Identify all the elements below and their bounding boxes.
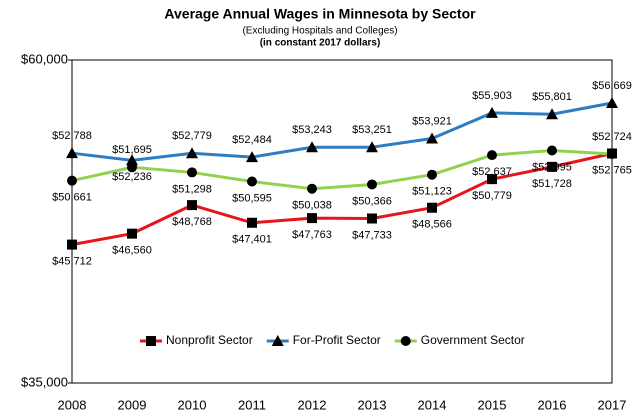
value-label: $52,765 <box>592 164 632 176</box>
value-label: $46,560 <box>112 245 152 257</box>
series-line <box>71 149 613 191</box>
value-label: $45,712 <box>52 256 92 268</box>
value-label: $51,695 <box>112 144 152 156</box>
x-tick-label: 2013 <box>358 397 387 412</box>
value-label: $47,401 <box>232 234 272 246</box>
marker <box>367 213 377 224</box>
value-label: $50,661 <box>52 192 92 204</box>
marker <box>247 217 257 228</box>
x-tick-label: 2009 <box>118 397 147 412</box>
x-tick-label: 2010 <box>178 397 207 412</box>
value-label: $51,728 <box>532 178 572 190</box>
marker <box>146 336 156 346</box>
chart-subtitle: (in constant 2017 dollars) <box>260 38 381 49</box>
chart-title: Average Annual Wages in Minnesota by Sec… <box>164 6 476 22</box>
x-tick-label: 2012 <box>298 397 327 412</box>
marker <box>606 97 618 109</box>
value-label: $52,637 <box>472 166 512 178</box>
value-label: $52,484 <box>232 134 272 146</box>
legend-label: Nonprofit Sector <box>166 333 253 347</box>
marker <box>546 108 558 120</box>
marker <box>607 149 617 160</box>
value-label: $50,779 <box>472 190 512 202</box>
value-label: $51,298 <box>172 183 212 195</box>
marker <box>307 213 317 224</box>
marker <box>367 179 377 190</box>
marker <box>306 141 318 153</box>
marker <box>366 141 378 153</box>
series-line <box>71 101 613 162</box>
marker <box>67 175 77 186</box>
x-tick-label: 2015 <box>478 397 507 412</box>
value-label: $52,995 <box>532 161 572 173</box>
legend-label: Government Sector <box>421 333 525 347</box>
value-label: $50,366 <box>352 195 392 207</box>
value-label: $53,243 <box>292 124 332 136</box>
value-label: $50,038 <box>292 200 332 212</box>
value-label: $53,251 <box>352 124 392 136</box>
value-label: $47,733 <box>352 229 392 241</box>
y-tick-label: $35,000 <box>21 374 68 389</box>
marker <box>186 147 198 159</box>
value-label: $53,921 <box>412 115 452 127</box>
marker <box>187 200 197 211</box>
marker <box>247 176 257 187</box>
series-line <box>71 152 613 247</box>
marker <box>127 162 137 173</box>
marker <box>486 106 498 118</box>
marker <box>547 161 557 172</box>
x-tick-label: 2017 <box>598 397 627 412</box>
marker <box>426 132 438 144</box>
marker <box>487 174 497 185</box>
value-label: $52,788 <box>52 130 92 142</box>
value-label: $56,669 <box>592 80 632 92</box>
marker <box>126 154 138 166</box>
marker <box>547 145 557 156</box>
marker <box>427 202 437 213</box>
value-label: $55,801 <box>532 91 572 103</box>
value-label: $52,779 <box>172 130 212 142</box>
value-label: $48,566 <box>412 219 452 231</box>
value-label: $52,236 <box>112 171 152 183</box>
marker <box>307 183 317 194</box>
marker <box>427 169 437 180</box>
marker <box>127 228 137 239</box>
y-tick-label: $60,000 <box>21 51 68 66</box>
marker <box>271 335 284 346</box>
value-label: $47,763 <box>292 229 332 241</box>
value-label: $55,903 <box>472 90 512 102</box>
marker <box>246 151 258 163</box>
x-tick-label: 2008 <box>58 397 87 412</box>
marker <box>67 239 77 250</box>
legend-label: For-Profit Sector <box>293 333 381 347</box>
value-label: $51,123 <box>412 186 452 198</box>
marker <box>487 150 497 161</box>
chart-subtitle: (Excluding Hospitals and Colleges) <box>242 26 397 37</box>
marker <box>66 147 78 159</box>
value-label: $50,595 <box>232 192 272 204</box>
x-tick-label: 2011 <box>238 397 266 412</box>
marker <box>187 167 197 178</box>
marker <box>400 336 411 346</box>
value-label: $52,724 <box>592 131 632 143</box>
plot-frame <box>71 59 613 384</box>
value-label: $48,768 <box>172 216 212 228</box>
x-tick-label: 2014 <box>418 397 447 412</box>
x-tick-label: 2016 <box>538 397 567 412</box>
